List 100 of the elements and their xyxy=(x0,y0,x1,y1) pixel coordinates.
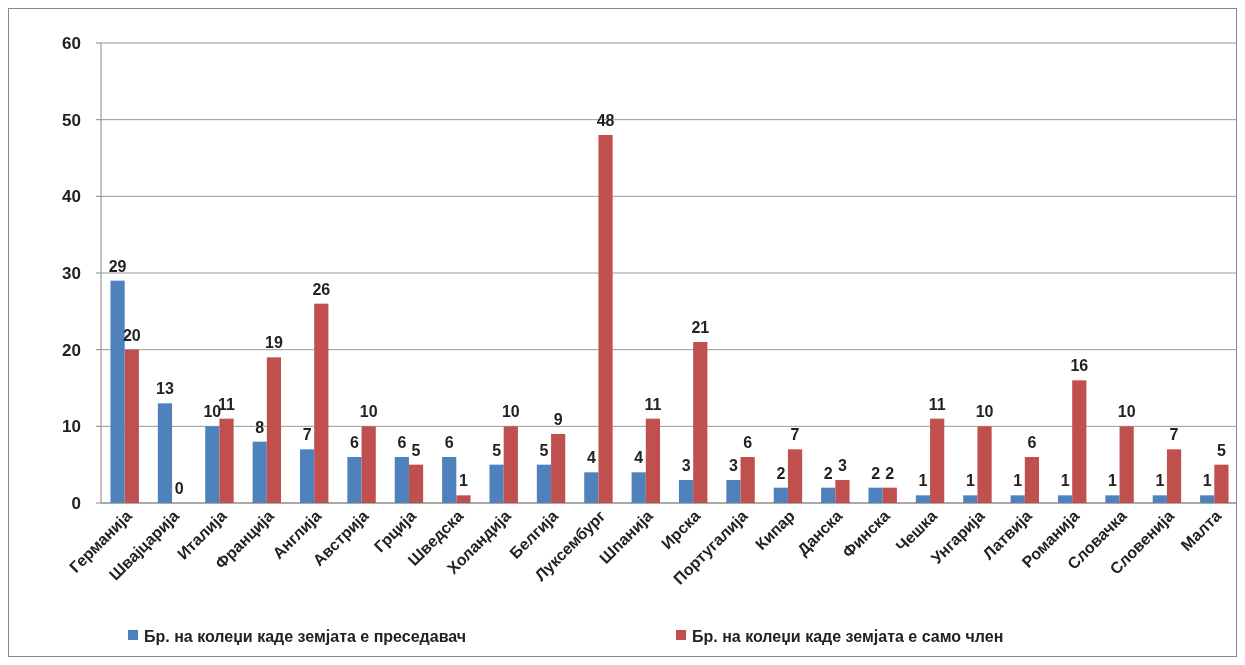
data-label: 5 xyxy=(411,441,421,459)
bar xyxy=(930,418,945,503)
data-label: 10 xyxy=(975,403,994,421)
bar xyxy=(361,426,376,503)
bar xyxy=(773,487,788,503)
bar xyxy=(645,418,661,503)
bar xyxy=(489,464,504,503)
bar xyxy=(299,449,315,503)
bar xyxy=(1214,464,1229,503)
data-label: 6 xyxy=(1027,434,1037,451)
data-label: 29 xyxy=(108,257,127,275)
bar xyxy=(1152,495,1167,503)
bar xyxy=(157,403,173,503)
data-label: 4 xyxy=(634,449,644,467)
bar xyxy=(882,487,897,503)
bar xyxy=(693,342,708,503)
bar xyxy=(442,457,457,503)
data-label: 2 xyxy=(823,464,833,482)
bar xyxy=(963,495,978,503)
data-label: 1 xyxy=(1155,472,1165,490)
y-tick-label: 60 xyxy=(62,33,81,53)
bar xyxy=(1166,449,1182,503)
data-label: 1 xyxy=(918,472,928,490)
data-label: 13 xyxy=(156,380,174,398)
bar xyxy=(503,426,518,503)
bar xyxy=(536,464,552,503)
legend-label: Бр. на колеџи каде земјата е преседавач xyxy=(144,627,467,645)
data-label: 8 xyxy=(255,418,265,436)
data-label: 5 xyxy=(539,441,549,459)
data-label: 48 xyxy=(596,112,615,129)
bar xyxy=(584,472,599,503)
bar xyxy=(1057,495,1073,503)
bar xyxy=(678,480,694,503)
data-label: 21 xyxy=(691,319,710,336)
data-label: 19 xyxy=(265,334,283,352)
bar xyxy=(205,426,220,503)
bar xyxy=(124,349,139,503)
data-label: 6 xyxy=(444,434,454,451)
y-tick-label: 50 xyxy=(62,110,81,130)
bar xyxy=(787,449,803,503)
data-label: 6 xyxy=(397,434,407,451)
bar xyxy=(740,457,755,503)
bar xyxy=(598,135,613,503)
data-label: 10 xyxy=(1117,403,1136,421)
data-label: 9 xyxy=(553,411,563,428)
bar xyxy=(394,457,409,503)
data-label: 4 xyxy=(586,449,596,467)
bar xyxy=(726,480,741,503)
bar xyxy=(821,487,836,503)
bar xyxy=(1072,380,1087,503)
data-label: 11 xyxy=(644,395,662,413)
data-label: 1 xyxy=(1202,472,1212,490)
y-tick-label: 20 xyxy=(62,340,81,360)
y-tick-label: 30 xyxy=(62,263,81,283)
data-label: 3 xyxy=(681,457,691,474)
y-tick-label: 10 xyxy=(62,417,81,437)
data-label: 0 xyxy=(174,480,184,497)
bar xyxy=(408,464,424,503)
bar xyxy=(1200,495,1215,503)
bar xyxy=(1010,495,1025,503)
data-label: 10 xyxy=(359,403,378,421)
y-tick-label: 40 xyxy=(62,187,81,207)
bar xyxy=(977,426,992,503)
data-label: 10 xyxy=(501,403,520,421)
data-label: 26 xyxy=(312,280,331,298)
data-label: 16 xyxy=(1070,357,1089,375)
data-label: 1 xyxy=(1013,472,1023,490)
data-label: 1 xyxy=(1108,472,1117,490)
bar xyxy=(551,434,566,503)
data-label: 1 xyxy=(1060,472,1070,490)
data-label: 2 xyxy=(871,464,881,482)
bar xyxy=(1105,495,1120,503)
data-label: 1 xyxy=(458,472,468,490)
bar xyxy=(1119,426,1134,503)
data-label: 11 xyxy=(928,395,946,413)
legend-label: Бр. на колеџи каде земјата е само член xyxy=(692,627,1004,645)
data-label: 6 xyxy=(350,434,359,451)
data-label: 2 xyxy=(776,464,786,482)
data-label: 1 xyxy=(965,472,975,490)
bar xyxy=(915,495,931,503)
bar xyxy=(110,280,125,503)
y-tick-label: 0 xyxy=(71,493,81,513)
bar xyxy=(314,303,329,503)
bar xyxy=(868,487,883,503)
data-label: 3 xyxy=(837,457,847,474)
data-label: 7 xyxy=(302,426,312,444)
data-label: 5 xyxy=(492,441,502,459)
data-label: 7 xyxy=(1169,426,1179,444)
bar xyxy=(252,441,267,503)
data-label: 6 xyxy=(743,434,753,451)
bar xyxy=(835,480,850,503)
bar xyxy=(631,472,646,503)
data-label: 5 xyxy=(1216,441,1226,459)
data-label: 2 xyxy=(885,464,895,482)
bar xyxy=(456,495,471,503)
data-label: 3 xyxy=(729,457,738,474)
bar xyxy=(1024,457,1040,503)
bar xyxy=(266,357,282,503)
data-label: 7 xyxy=(790,426,800,444)
bar xyxy=(347,457,362,503)
